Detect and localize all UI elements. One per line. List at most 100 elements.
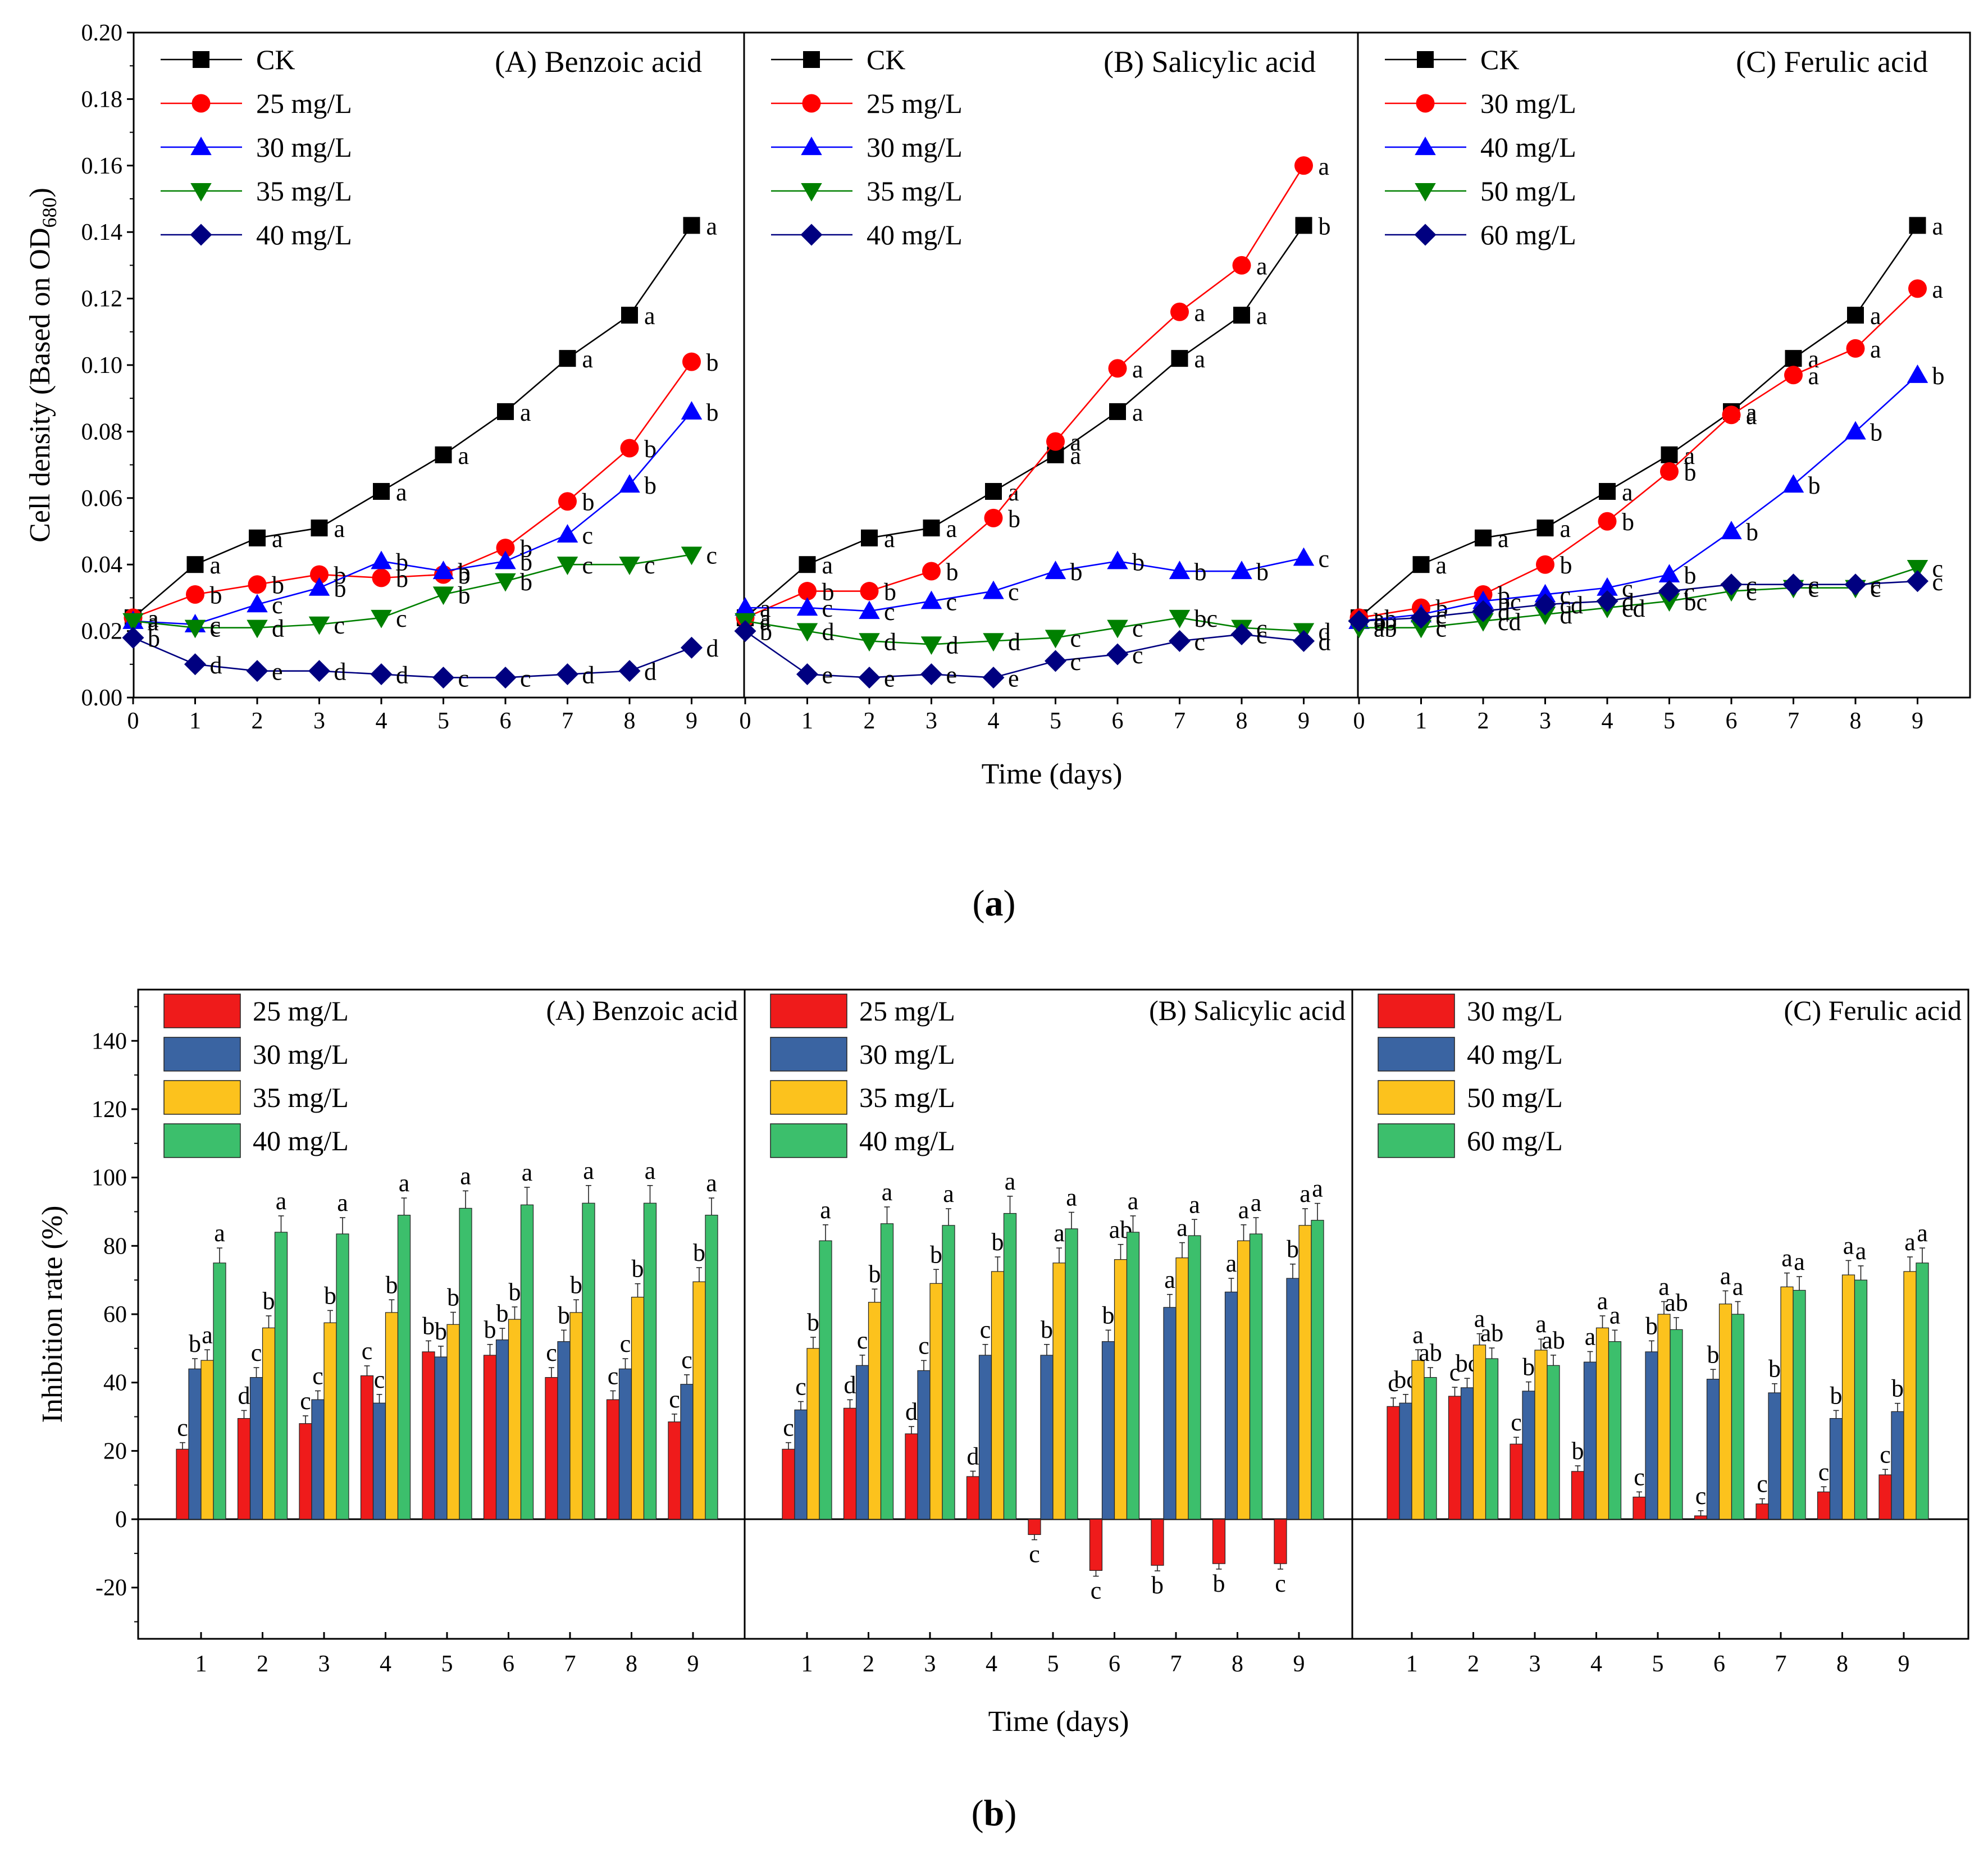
data-point	[983, 633, 1004, 652]
series-line	[133, 554, 692, 628]
y-tick-label: 60	[103, 1302, 127, 1328]
bar	[1510, 1443, 1523, 1520]
significance-letter: b	[396, 548, 408, 576]
significance-letter: c	[980, 1316, 991, 1343]
bar	[843, 1407, 857, 1520]
y-tick-label: 40	[103, 1370, 127, 1396]
bar	[1399, 1402, 1412, 1520]
legend-marker	[1414, 224, 1437, 246]
bar	[868, 1302, 882, 1520]
x-tick-label: 8	[624, 708, 636, 734]
significance-letter: c	[608, 1362, 619, 1389]
inhibition-rate-chart: -20 0 20 40 60 80 100 120 140 Inhibition rate (%)…	[37, 988, 1969, 1738]
data-point	[1907, 570, 1928, 593]
significance-letter: b	[1684, 458, 1697, 486]
data-point	[495, 573, 516, 592]
bar	[1706, 1379, 1720, 1520]
data-point	[557, 663, 578, 686]
legend-swatch	[770, 1080, 847, 1115]
series-line	[1359, 567, 1918, 628]
data-point	[1293, 630, 1315, 652]
data-point	[860, 582, 879, 601]
bar	[1448, 1396, 1462, 1520]
significance-letter: b	[1213, 1570, 1225, 1597]
significance-letter: b	[1768, 1355, 1781, 1383]
significance-letter: b	[1151, 1571, 1164, 1599]
x-tick-label: 3	[318, 1651, 330, 1677]
significance-letter: d	[644, 658, 656, 686]
significance-letter: c	[396, 605, 407, 632]
bar	[1731, 1314, 1745, 1520]
significance-letter: b	[706, 349, 719, 376]
data-point	[186, 585, 204, 604]
y-tick-label: 0.16	[81, 153, 123, 179]
significance-letter: c	[1070, 625, 1082, 652]
significance-letter: a	[1808, 345, 1820, 373]
data-point	[858, 666, 881, 689]
significance-letter: a	[148, 605, 159, 632]
x-tick-label: 2	[1478, 708, 1489, 734]
bar	[1052, 1263, 1066, 1520]
bar	[249, 1377, 263, 1520]
data-point	[1169, 630, 1191, 652]
bar	[1645, 1351, 1658, 1520]
y-tick-label: 120	[92, 1097, 127, 1123]
series-line	[745, 225, 1305, 618]
significance-letter: b	[1891, 1375, 1904, 1402]
significance-letter: d	[1319, 618, 1331, 646]
significance-letter: b	[992, 1228, 1004, 1256]
x-tick-label: 0	[127, 708, 139, 734]
data-point	[922, 562, 941, 581]
significance-letter: a	[1732, 1273, 1744, 1300]
x-tick-label: 1	[801, 1651, 813, 1677]
data-point	[920, 663, 942, 686]
legend-swatch	[770, 1037, 847, 1072]
significance-letter: b	[1522, 1354, 1535, 1381]
significance-letter: a	[1319, 153, 1330, 180]
data-point	[920, 636, 942, 655]
bar	[880, 1223, 894, 1520]
significance-letter: b	[1932, 362, 1945, 390]
data-point	[1909, 217, 1926, 234]
significance-letter: b	[1622, 508, 1634, 536]
significance-letter: a	[1226, 1250, 1237, 1277]
series-line	[1358, 225, 1918, 618]
y-tick-label: -20	[95, 1575, 127, 1601]
significance-letter: b	[1684, 562, 1697, 589]
data-point	[1660, 462, 1679, 481]
x-tick-label: 9	[1898, 1651, 1910, 1677]
x-tick-label: 8	[1836, 1651, 1848, 1677]
bar	[1718, 1304, 1732, 1520]
significance-letter: b	[509, 1278, 521, 1306]
bar	[794, 1409, 808, 1520]
bar	[422, 1351, 435, 1520]
data-point	[619, 557, 640, 575]
legend-label: 50 mg/L	[1467, 1082, 1563, 1113]
data-point	[1231, 561, 1252, 580]
legend-swatch	[1378, 1123, 1455, 1158]
x-tick-label: 2	[257, 1651, 268, 1677]
significance-letter: c	[1870, 575, 1881, 603]
significance-letter: b	[458, 581, 471, 609]
significance-letter: a	[202, 1321, 213, 1348]
bar	[274, 1232, 288, 1520]
data-point	[984, 508, 1003, 527]
x-tick-label: 6	[500, 708, 512, 734]
data-point	[1472, 590, 1494, 609]
x-tick-label: 7	[562, 708, 573, 734]
significance-letter: c	[1757, 1470, 1768, 1498]
significance-letter: c	[1008, 578, 1019, 606]
significance-letter: a	[522, 1159, 533, 1186]
bar	[237, 1418, 251, 1520]
significance-letter: c	[1634, 1463, 1645, 1491]
bar	[582, 1202, 595, 1520]
significance-letter: c	[272, 591, 283, 619]
significance-letter: a	[1917, 1219, 1928, 1247]
data-point	[558, 492, 577, 511]
significance-letter: a	[1870, 335, 1881, 363]
x-tick-label: 1	[801, 708, 813, 734]
significance-letter: c	[1684, 578, 1695, 606]
significance-letter: a	[1436, 552, 1447, 579]
significance-letter: a	[644, 302, 655, 330]
legend-label: 25 mg/L	[253, 995, 349, 1027]
